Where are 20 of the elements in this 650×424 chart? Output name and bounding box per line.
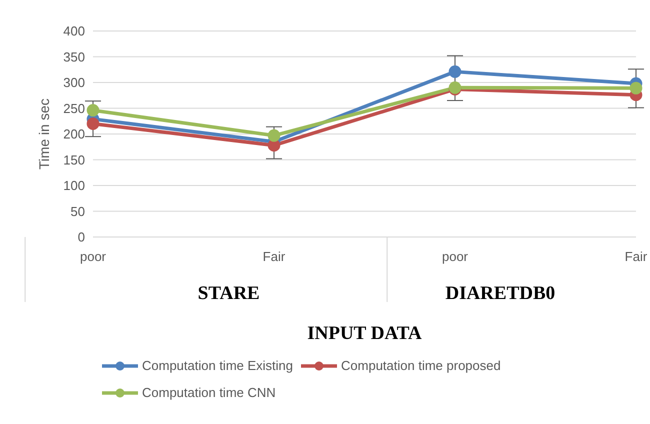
y-tick-label: 250	[63, 100, 85, 116]
y-tick-label: 150	[63, 152, 85, 168]
x-tick-label: poor	[442, 249, 469, 264]
legend-label: Computation time proposed	[341, 358, 501, 373]
y-tick-label: 50	[70, 204, 85, 219]
y-tick-label: 400	[63, 24, 85, 39]
x-axis-title: INPUT DATA	[307, 323, 422, 344]
y-tick-label: 200	[63, 126, 85, 142]
y-axis-title: Time in sec	[36, 98, 52, 170]
y-tick-label: 300	[63, 75, 85, 90]
x-tick-label: poor	[80, 249, 107, 264]
text: DIARETDB0	[444, 283, 556, 305]
legend-label: Computation time Existing	[142, 358, 294, 373]
legend-label: Computation time CNN	[142, 385, 276, 400]
y-tick-label: 0	[78, 230, 85, 245]
x-tick-label: Fair	[262, 249, 286, 264]
x-tick-label: Fair	[624, 249, 648, 264]
text: STARE	[196, 283, 261, 305]
y-tick-label: 100	[63, 178, 85, 194]
y-tick-label: 350	[63, 49, 85, 64]
